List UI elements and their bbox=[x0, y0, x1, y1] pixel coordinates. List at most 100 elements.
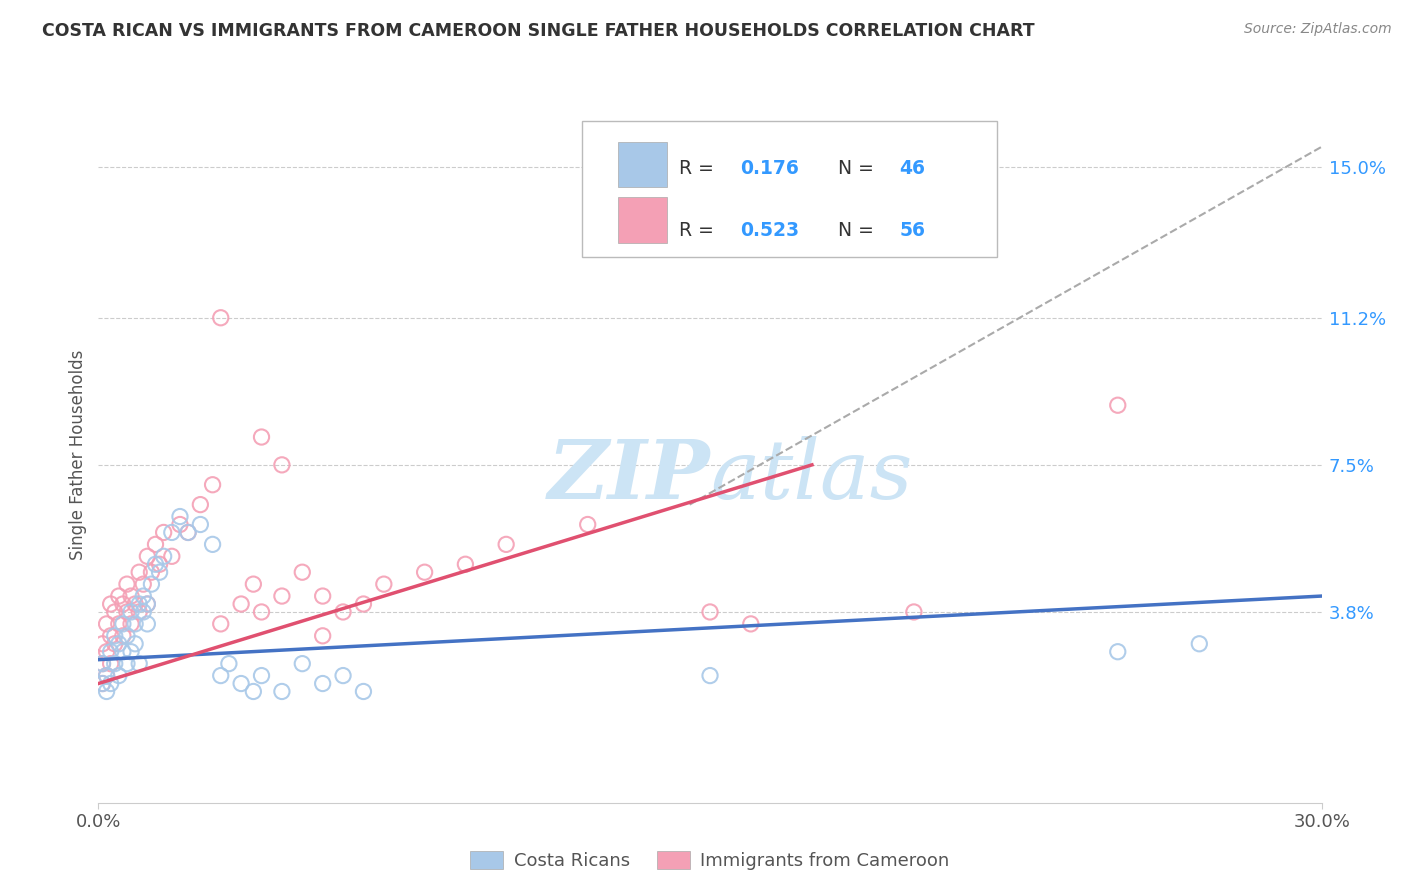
Point bbox=[132, 589, 155, 603]
Point bbox=[108, 589, 131, 603]
Point bbox=[91, 676, 114, 690]
Point bbox=[104, 657, 127, 671]
Point bbox=[149, 558, 172, 572]
Point bbox=[100, 597, 122, 611]
Point bbox=[108, 668, 131, 682]
Point bbox=[120, 645, 142, 659]
Point bbox=[188, 498, 212, 512]
Point bbox=[120, 605, 142, 619]
Point bbox=[169, 517, 191, 532]
Point bbox=[291, 565, 314, 579]
Point bbox=[312, 589, 335, 603]
Legend: Costa Ricans, Immigrants from Cameroon: Costa Ricans, Immigrants from Cameroon bbox=[463, 844, 957, 877]
Point bbox=[136, 597, 159, 611]
Point bbox=[128, 597, 150, 611]
Point bbox=[495, 537, 517, 551]
Point bbox=[100, 629, 122, 643]
Point bbox=[332, 605, 354, 619]
Point bbox=[91, 637, 114, 651]
Point bbox=[352, 684, 374, 698]
Point bbox=[903, 605, 925, 619]
Point bbox=[115, 605, 138, 619]
Point bbox=[132, 605, 155, 619]
Point bbox=[111, 597, 134, 611]
FancyBboxPatch shape bbox=[619, 142, 668, 187]
Y-axis label: Single Father Households: Single Father Households bbox=[69, 350, 87, 560]
Point bbox=[312, 629, 335, 643]
Point bbox=[115, 657, 138, 671]
Point bbox=[152, 525, 174, 540]
Point bbox=[124, 616, 146, 631]
Point bbox=[115, 629, 138, 643]
Point bbox=[413, 565, 436, 579]
Point bbox=[169, 509, 191, 524]
Point bbox=[115, 577, 138, 591]
Point bbox=[100, 645, 122, 659]
Point bbox=[108, 637, 131, 651]
Point bbox=[188, 517, 212, 532]
Point bbox=[242, 684, 264, 698]
Point bbox=[128, 565, 150, 579]
Point bbox=[111, 616, 134, 631]
Text: N =: N = bbox=[838, 221, 880, 240]
Point bbox=[218, 657, 240, 671]
Point bbox=[201, 537, 224, 551]
Point bbox=[231, 676, 253, 690]
Text: atlas: atlas bbox=[710, 436, 912, 516]
Point bbox=[242, 577, 264, 591]
Point bbox=[145, 558, 167, 572]
Point bbox=[160, 525, 183, 540]
Point bbox=[124, 597, 146, 611]
Point bbox=[699, 668, 721, 682]
Point bbox=[128, 605, 150, 619]
Point bbox=[96, 668, 118, 682]
Point bbox=[250, 668, 273, 682]
Point bbox=[149, 565, 172, 579]
Point bbox=[104, 605, 127, 619]
Point bbox=[91, 657, 114, 671]
Text: N =: N = bbox=[838, 159, 880, 178]
Point bbox=[270, 458, 294, 472]
Point bbox=[91, 657, 114, 671]
Point bbox=[91, 676, 114, 690]
Point bbox=[209, 616, 232, 631]
Point bbox=[96, 645, 118, 659]
Point bbox=[454, 558, 477, 572]
Point bbox=[177, 525, 200, 540]
Point bbox=[152, 549, 174, 564]
Point bbox=[576, 517, 599, 532]
Point bbox=[132, 577, 155, 591]
Point bbox=[291, 657, 314, 671]
Point bbox=[111, 645, 134, 659]
Text: 0.176: 0.176 bbox=[741, 159, 800, 178]
Point bbox=[250, 605, 273, 619]
Text: ZIP: ZIP bbox=[547, 436, 710, 516]
Point bbox=[145, 537, 167, 551]
Point bbox=[100, 657, 122, 671]
Point bbox=[111, 629, 134, 643]
Point bbox=[128, 657, 150, 671]
Point bbox=[96, 616, 118, 631]
Point bbox=[1107, 645, 1129, 659]
Text: 46: 46 bbox=[900, 159, 925, 178]
Point bbox=[699, 605, 721, 619]
Point bbox=[108, 616, 131, 631]
Point bbox=[160, 549, 183, 564]
Text: R =: R = bbox=[679, 221, 720, 240]
Text: 56: 56 bbox=[900, 221, 925, 240]
Text: R =: R = bbox=[679, 159, 720, 178]
Text: COSTA RICAN VS IMMIGRANTS FROM CAMEROON SINGLE FATHER HOUSEHOLDS CORRELATION CHA: COSTA RICAN VS IMMIGRANTS FROM CAMEROON … bbox=[42, 22, 1035, 40]
FancyBboxPatch shape bbox=[582, 121, 997, 257]
Point bbox=[104, 629, 127, 643]
Point bbox=[740, 616, 762, 631]
Text: Source: ZipAtlas.com: Source: ZipAtlas.com bbox=[1244, 22, 1392, 37]
Point bbox=[1107, 398, 1129, 412]
Point bbox=[136, 597, 159, 611]
Point bbox=[332, 668, 354, 682]
Point bbox=[209, 668, 232, 682]
Point bbox=[104, 637, 127, 651]
FancyBboxPatch shape bbox=[619, 197, 668, 243]
Point bbox=[124, 637, 146, 651]
Point bbox=[141, 565, 163, 579]
Point bbox=[201, 477, 224, 491]
